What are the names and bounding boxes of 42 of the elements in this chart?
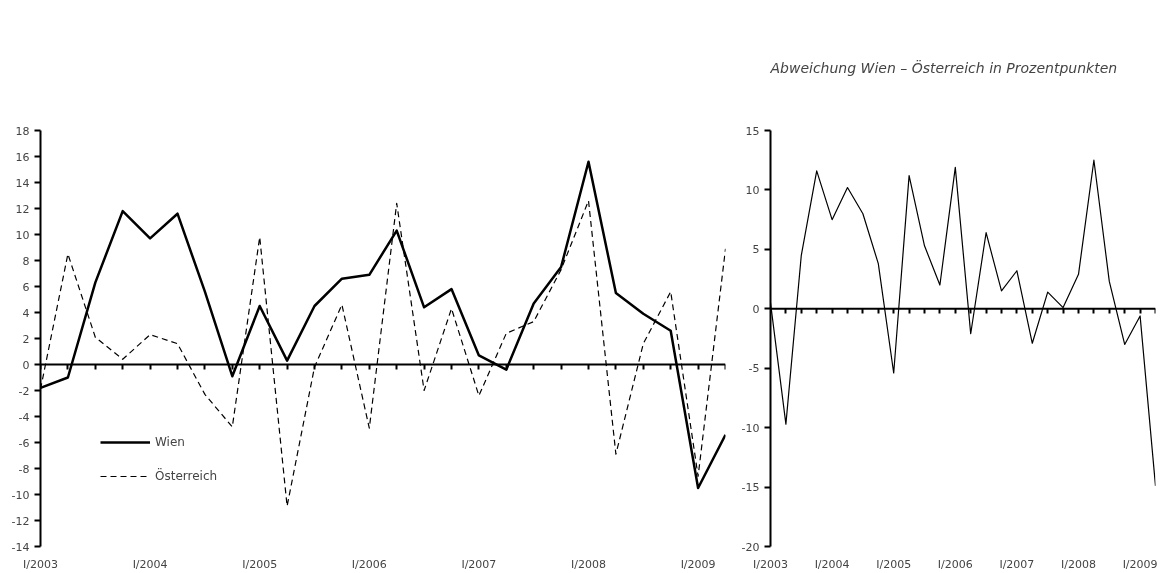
y-tick-label: -10 <box>11 488 30 502</box>
y-tick-label: 8 <box>22 254 30 268</box>
y-tick-label: 14 <box>15 176 30 190</box>
x-tick-label: I/2007 <box>461 557 497 571</box>
legend-label: Wien <box>155 435 185 449</box>
x-tick-label: I/2007 <box>999 557 1035 571</box>
legend-label: Österreich <box>155 469 218 483</box>
x-tick-label: I/2006 <box>351 557 387 571</box>
y-tick-label: 6 <box>22 280 30 294</box>
y-tick-label: 5 <box>752 243 760 257</box>
x-tick-label: I/2008 <box>571 557 606 571</box>
x-tick-label: I/2004 <box>814 557 850 571</box>
y-tick-label: 12 <box>15 202 30 216</box>
y-tick-label: -20 <box>741 540 760 554</box>
y-tick-label: 4 <box>22 306 30 320</box>
x-tick-label: I/2003 <box>23 557 58 571</box>
y-tick-label: -2 <box>18 384 30 398</box>
y-tick-label: 0 <box>22 358 30 372</box>
y-tick-label: 18 <box>15 124 30 138</box>
y-tick-label: 10 <box>15 228 30 242</box>
x-tick-label: I/2009 <box>1122 557 1158 571</box>
y-tick-label: 15 <box>745 124 760 138</box>
y-tick-label: -14 <box>11 540 30 554</box>
y-tick-label: 16 <box>15 150 30 164</box>
y-tick-label: -15 <box>741 481 760 495</box>
y-tick-label: -5 <box>748 362 760 376</box>
x-tick-label: I/2006 <box>937 557 973 571</box>
y-tick-label: 2 <box>22 332 30 346</box>
y-tick-label: -12 <box>11 514 30 528</box>
x-tick-label: I/2009 <box>680 557 716 571</box>
y-tick-label: -10 <box>741 421 760 435</box>
chart-title: Abweichung Wien – Österreich in Prozentpunkten <box>769 58 1118 76</box>
x-tick-label: I/2003 <box>753 557 788 571</box>
y-tick-label: -6 <box>18 436 30 450</box>
x-tick-label: I/2008 <box>1061 557 1096 571</box>
y-tick-label: -8 <box>18 462 30 476</box>
y-tick-label: -4 <box>18 410 30 424</box>
x-tick-label: I/2005 <box>242 557 278 571</box>
y-tick-label: 10 <box>745 183 760 197</box>
x-tick-label: I/2005 <box>876 557 912 571</box>
y-tick-label: 0 <box>752 302 760 316</box>
x-tick-label: I/2004 <box>132 557 168 571</box>
